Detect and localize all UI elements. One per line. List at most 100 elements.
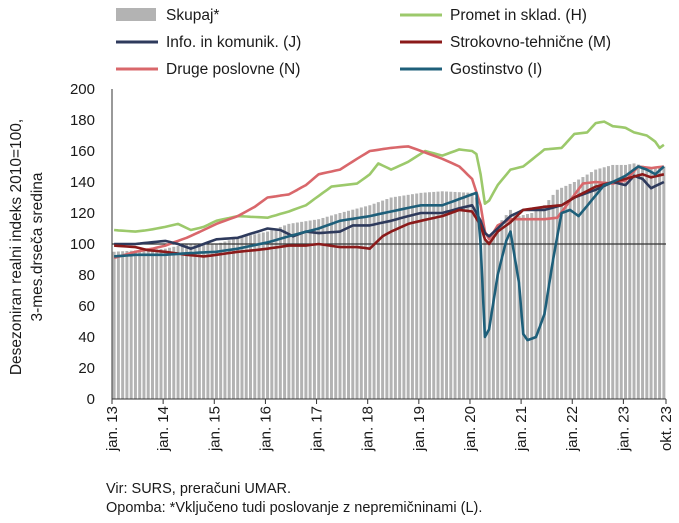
bar-110 — [581, 177, 585, 399]
bar-15 — [176, 245, 180, 399]
bar-74 — [427, 192, 431, 399]
bar-10 — [155, 249, 159, 399]
bar-67 — [398, 196, 402, 399]
bar-77 — [440, 191, 444, 399]
bar-13 — [168, 247, 172, 399]
x-tick-label: jan. 13 — [104, 406, 121, 452]
bar-102 — [547, 200, 551, 399]
bar-107 — [568, 183, 572, 399]
bar-75 — [432, 191, 436, 399]
y-tick-label: 40 — [78, 329, 95, 346]
bar-85 — [474, 197, 478, 399]
x-tick-label: jan. 16 — [257, 406, 274, 452]
y-tick-label: 160 — [70, 143, 95, 160]
bar-49 — [321, 217, 325, 399]
bar-0 — [112, 251, 116, 399]
bar-91 — [500, 220, 504, 399]
bar-18 — [189, 244, 193, 399]
bar-128 — [658, 167, 662, 399]
bar-71 — [415, 193, 419, 399]
bar-83 — [466, 192, 470, 399]
bar-111 — [585, 174, 589, 399]
x-tick-label: jan. 21 — [513, 406, 530, 452]
bar-114 — [598, 168, 602, 399]
bar-78 — [445, 191, 449, 399]
bar-98 — [530, 213, 534, 399]
bar-40 — [283, 225, 287, 399]
bar-86 — [479, 220, 483, 399]
bar-72 — [419, 192, 423, 399]
bar-25 — [219, 242, 223, 399]
bar-97 — [526, 214, 529, 399]
bar-38 — [274, 228, 278, 399]
bar-103 — [551, 194, 555, 399]
bar-89 — [491, 233, 495, 399]
bar-112 — [589, 172, 593, 399]
y-axis: 0 20 40 60 80 100 120 140 160 180 200 — [70, 81, 113, 408]
bar-45 — [304, 221, 308, 399]
bar-121 — [628, 164, 632, 399]
bar-52 — [334, 214, 338, 399]
bar-5 — [133, 250, 137, 399]
legend: Skupaj* Promet in sklad. (H) Info. in komu… — [116, 7, 611, 78]
bar-42 — [291, 223, 295, 399]
bar-62 — [376, 202, 380, 399]
x-tick-label: okt. 23 — [658, 406, 675, 451]
bar-123 — [636, 164, 640, 399]
bar-21 — [202, 244, 206, 399]
x-tick-label: jan. 15 — [206, 406, 223, 452]
x-tick-label: jan. 23 — [615, 406, 632, 452]
bar-84 — [470, 192, 474, 399]
y-tick-label: 60 — [78, 298, 95, 315]
bar-22 — [206, 244, 210, 399]
y-tick-label: 80 — [78, 267, 95, 284]
bar-100 — [538, 207, 542, 399]
bar-88 — [487, 240, 491, 399]
bar-106 — [564, 185, 568, 399]
bar-27 — [227, 240, 231, 399]
legend-label-gostinstvo: Gostinstvo (I) — [450, 61, 542, 78]
x-tick-label: jan. 17 — [309, 406, 326, 452]
bar-120 — [624, 164, 628, 399]
legend-label-promet: Promet in sklad. (H) — [450, 7, 587, 24]
legend-label-info: Info. in komunik. (J) — [166, 34, 301, 51]
line-promet — [113, 120, 665, 233]
bar-34 — [257, 233, 261, 399]
y-tick-label: 180 — [70, 112, 95, 129]
legend-label-druge: Druge poslovne (N) — [166, 61, 300, 78]
bar-64 — [385, 199, 389, 399]
bar-3 — [125, 250, 129, 399]
bar-113 — [594, 169, 598, 399]
bar-70 — [410, 194, 414, 399]
bar-23 — [210, 244, 214, 399]
bar-101 — [543, 205, 547, 399]
bar-95 — [517, 216, 521, 399]
y-tick-label: 120 — [70, 205, 95, 222]
bar-96 — [521, 215, 525, 399]
bar-11 — [159, 248, 163, 399]
bar-41 — [287, 223, 291, 399]
bar-26 — [223, 241, 227, 399]
bar-24 — [214, 244, 218, 399]
bar-29 — [236, 237, 240, 399]
footnote: Opomba: *Vključeno tudi poslovanje z nep… — [106, 500, 483, 516]
bar-37 — [270, 230, 274, 399]
bar-73 — [423, 192, 427, 399]
bar-119 — [619, 164, 623, 399]
bar-59 — [364, 206, 368, 399]
bar-92 — [504, 215, 508, 399]
bar-61 — [372, 203, 376, 399]
bar-9 — [150, 249, 154, 399]
bar-1 — [116, 251, 120, 399]
bar-122 — [632, 163, 636, 399]
bar-129 — [662, 166, 666, 399]
legend-swatch-skupaj — [116, 8, 156, 21]
line-series-group — [113, 120, 665, 342]
legend-label-skupaj: Skupaj* — [166, 7, 219, 24]
bar-118 — [615, 164, 619, 399]
bar-6 — [138, 250, 142, 399]
x-tick-label: jan. 20 — [462, 406, 479, 452]
bar-79 — [449, 191, 453, 399]
bar-39 — [278, 226, 282, 399]
